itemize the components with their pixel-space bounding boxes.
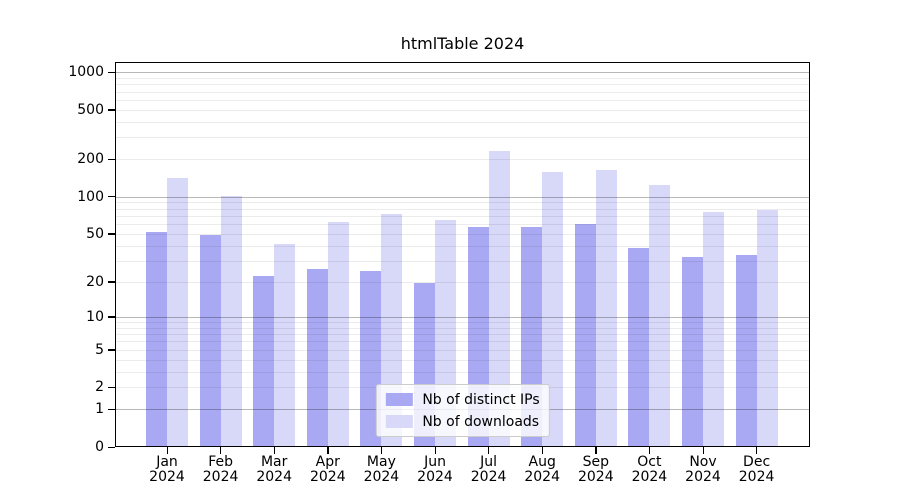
x-tick-month: Feb	[208, 454, 233, 470]
x-tick-mar	[273, 447, 275, 454]
bar-nov-downloads	[703, 212, 724, 447]
x-tick-label-mar: Mar 2024	[242, 455, 306, 485]
y-tick-1000	[108, 71, 115, 74]
x-tick-label-dec: Dec 2024	[725, 455, 789, 485]
x-tick-nov	[702, 447, 704, 454]
x-tick-label-feb: Feb 2024	[189, 455, 253, 485]
x-tick-jan	[166, 447, 168, 454]
x-tick-label-jun: Jun 2024	[403, 455, 467, 485]
y-tick-label-2: 2	[95, 379, 104, 396]
legend-swatch-downloads	[385, 415, 413, 428]
legend-label-distinct-ips: Nb of distinct IPs	[422, 391, 540, 408]
y-tick-label-500: 500	[77, 101, 104, 118]
x-tick-month: Mar	[260, 454, 288, 470]
y-tick-label-0: 0	[95, 439, 104, 455]
y-tick-200	[108, 158, 115, 161]
x-tick-month: Sep	[582, 454, 609, 470]
y-tick-label-5: 5	[95, 341, 104, 358]
x-tick-apr	[327, 447, 329, 454]
bar-dec-downloads	[756, 209, 778, 447]
bar-mar-downloads	[274, 244, 296, 447]
x-tick-month: Jan	[156, 454, 178, 470]
x-tick-label-nov: Nov 2024	[671, 455, 735, 485]
x-tick-label-oct: Oct 2024	[617, 455, 681, 485]
bar-aug-downloads	[542, 172, 564, 447]
y-tick-2	[108, 386, 115, 389]
bar-feb-distinct-ips	[199, 234, 221, 447]
x-tick-year: 2024	[631, 469, 668, 485]
x-tick-year: 2024	[577, 469, 614, 485]
bar-dec-distinct-ips	[735, 255, 757, 447]
x-tick-feb	[220, 447, 222, 454]
y-tick-10	[108, 316, 115, 318]
x-tick-aug	[541, 447, 543, 454]
x-tick-label-apr: Apr 2024	[296, 455, 360, 485]
x-tick-month: Aug	[528, 454, 556, 470]
x-tick-month: Jun	[424, 454, 446, 470]
bar-oct-distinct-ips	[628, 247, 650, 447]
y-tick-label-200: 200	[77, 151, 104, 168]
x-tick-year: 2024	[685, 469, 721, 485]
plot-area: Nb of distinct IPs Nb of downloads	[115, 62, 810, 447]
legend-swatch-distinct-ips	[385, 393, 413, 406]
legend-row-downloads: Nb of downloads	[385, 412, 539, 431]
y-tick-label-50: 50	[86, 225, 104, 242]
x-tick-month: Oct	[637, 454, 662, 470]
x-tick-label-aug: Aug 2024	[510, 455, 574, 485]
x-tick-year: 2024	[417, 469, 453, 485]
y-tick-label-20: 20	[86, 273, 104, 290]
x-tick-oct	[648, 447, 651, 454]
legend-label-downloads: Nb of downloads	[422, 413, 540, 430]
x-tick-label-sep: Sep 2024	[564, 455, 628, 485]
y-tick-100	[108, 196, 115, 198]
x-tick-sep	[595, 447, 597, 454]
x-tick-month: Jul	[480, 454, 498, 470]
x-tick-may	[380, 447, 383, 454]
bar-mar-distinct-ips	[253, 275, 275, 447]
y-tick-label-10: 10	[86, 308, 104, 325]
x-tick-label-jul: Jul 2024	[457, 455, 521, 485]
x-tick-dec	[756, 447, 758, 454]
x-tick-label-jan: Jan 2024	[135, 455, 199, 485]
x-tick-year: 2024	[738, 469, 775, 485]
bar-feb-downloads	[220, 195, 242, 447]
bar-jan-downloads	[167, 178, 188, 447]
y-tick-20	[108, 281, 115, 283]
y-tick-label-100: 100	[77, 188, 104, 205]
legend: Nb of distinct IPs Nb of downloads	[375, 384, 550, 437]
x-tick-year: 2024	[363, 469, 400, 485]
x-tick-year: 2024	[149, 469, 185, 485]
x-tick-month: Dec	[743, 454, 771, 470]
y-tick-0	[108, 446, 115, 448]
chart-title: htmlTable 2024	[400, 34, 525, 53]
x-tick-year: 2024	[524, 469, 560, 485]
x-tick-year: 2024	[256, 469, 292, 485]
x-tick-month: May	[366, 454, 396, 470]
y-tick-500	[108, 109, 115, 111]
x-tick-year: 2024	[309, 469, 346, 485]
x-tick-year: 2024	[470, 469, 507, 485]
y-tick-label-1: 1	[95, 401, 104, 418]
legend-row-distinct-ips: Nb of distinct IPs	[385, 390, 540, 409]
y-tick-5	[108, 349, 115, 351]
bar-nov-distinct-ips	[682, 256, 703, 447]
bar-jan-distinct-ips	[146, 231, 167, 447]
bar-sep-downloads	[595, 170, 617, 447]
y-tick-1	[108, 408, 115, 411]
x-tick-jul	[488, 447, 490, 454]
x-tick-jun	[434, 447, 436, 454]
x-tick-month: Nov	[689, 454, 717, 470]
x-tick-month: Apr	[315, 454, 340, 470]
y-tick-50	[108, 233, 115, 235]
bar-apr-distinct-ips	[306, 269, 328, 447]
bar-sep-distinct-ips	[574, 224, 596, 447]
bar-oct-downloads	[649, 185, 671, 447]
x-tick-label-may: May 2024	[349, 455, 413, 485]
x-tick-year: 2024	[202, 469, 239, 485]
bar-apr-downloads	[327, 222, 349, 447]
bar-jul-downloads	[488, 150, 510, 447]
y-tick-label-1000: 1000	[68, 64, 104, 81]
